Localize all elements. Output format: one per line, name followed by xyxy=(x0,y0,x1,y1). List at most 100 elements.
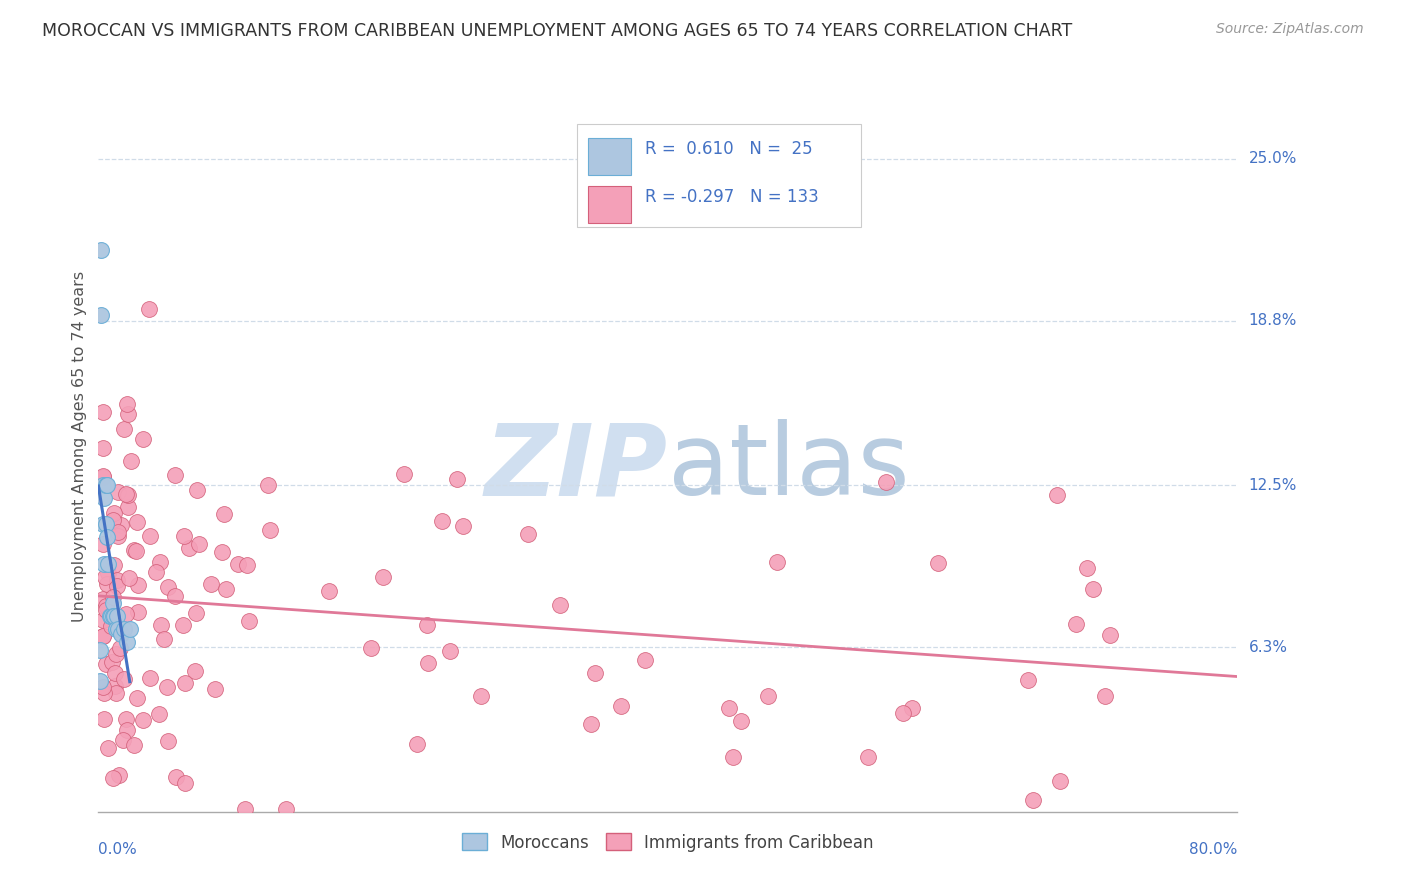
Point xyxy=(276,802,298,816)
Point xyxy=(259,523,281,537)
Text: 25.0%: 25.0% xyxy=(1249,151,1296,166)
Point xyxy=(91,613,114,627)
Point xyxy=(101,596,124,610)
Point xyxy=(117,488,139,502)
Point xyxy=(583,665,606,680)
Point xyxy=(257,478,280,492)
Text: ZIP: ZIP xyxy=(485,419,668,516)
Point xyxy=(100,608,122,623)
Point xyxy=(174,676,197,690)
Point xyxy=(105,608,128,623)
Point xyxy=(103,666,125,681)
Point xyxy=(200,577,222,591)
Point xyxy=(97,566,120,580)
Point xyxy=(91,680,114,694)
Point xyxy=(98,608,121,623)
Text: 18.8%: 18.8% xyxy=(1249,313,1296,328)
Point xyxy=(416,656,439,670)
Point xyxy=(157,733,180,747)
Point xyxy=(177,541,200,556)
Point xyxy=(91,478,114,492)
Point xyxy=(91,468,114,483)
Text: Source: ZipAtlas.com: Source: ZipAtlas.com xyxy=(1216,22,1364,37)
Point xyxy=(184,664,207,678)
Point xyxy=(149,555,172,569)
Point xyxy=(730,714,752,729)
Point xyxy=(89,642,111,657)
Point xyxy=(875,475,897,489)
Text: 12.5%: 12.5% xyxy=(1249,478,1296,492)
Point xyxy=(634,653,657,667)
Point xyxy=(107,484,129,499)
Point xyxy=(124,544,146,558)
Text: MOROCCAN VS IMMIGRANTS FROM CARIBBEAN UNEMPLOYMENT AMONG AGES 65 TO 74 YEARS COR: MOROCCAN VS IMMIGRANTS FROM CARIBBEAN UN… xyxy=(42,22,1073,40)
Point xyxy=(91,441,114,455)
Point xyxy=(1022,793,1045,807)
Point xyxy=(1098,628,1121,642)
Point xyxy=(96,603,118,617)
Point xyxy=(93,557,115,571)
Point xyxy=(103,506,125,520)
Point xyxy=(93,712,115,726)
Point xyxy=(891,706,914,720)
Point xyxy=(94,599,117,613)
Point xyxy=(188,537,211,551)
Legend: Moroccans, Immigrants from Caribbean: Moroccans, Immigrants from Caribbean xyxy=(456,827,880,858)
Point xyxy=(94,478,117,492)
Point xyxy=(124,542,146,557)
Point xyxy=(145,565,167,579)
Point xyxy=(101,655,124,669)
Point xyxy=(212,508,235,522)
Point xyxy=(150,617,173,632)
Text: 6.3%: 6.3% xyxy=(1249,640,1288,655)
Point xyxy=(122,738,145,752)
Point xyxy=(112,622,135,636)
Point xyxy=(416,618,439,632)
Point xyxy=(101,608,124,623)
Point xyxy=(1081,582,1104,596)
Point xyxy=(105,573,128,587)
Point xyxy=(609,698,631,713)
Point xyxy=(360,641,382,656)
Point xyxy=(1094,689,1116,703)
Point xyxy=(100,619,122,633)
Point xyxy=(172,617,194,632)
Point xyxy=(238,615,260,629)
Point xyxy=(186,606,208,620)
Point xyxy=(156,680,179,694)
Point xyxy=(107,767,129,781)
Point xyxy=(127,516,149,530)
Point xyxy=(233,802,256,816)
Point xyxy=(112,422,135,436)
Point xyxy=(211,545,233,559)
Point xyxy=(117,407,139,421)
Point xyxy=(718,701,741,715)
Point xyxy=(132,432,155,446)
Point xyxy=(97,557,120,571)
Point xyxy=(93,491,115,506)
Point xyxy=(110,625,132,640)
Point xyxy=(1049,774,1071,789)
Point xyxy=(117,571,139,585)
Point xyxy=(110,517,132,532)
Point xyxy=(856,749,879,764)
Text: atlas: atlas xyxy=(668,419,910,516)
Point xyxy=(105,579,128,593)
Point xyxy=(127,606,149,620)
Point xyxy=(215,582,238,597)
Point xyxy=(115,635,138,649)
Point xyxy=(108,640,131,655)
FancyBboxPatch shape xyxy=(588,138,631,175)
Point xyxy=(96,478,118,492)
Point xyxy=(91,517,114,532)
Point xyxy=(204,682,226,697)
Point xyxy=(90,243,112,257)
Point xyxy=(120,454,142,468)
Point xyxy=(165,589,187,603)
Point xyxy=(1046,488,1069,502)
Point xyxy=(148,707,170,722)
Text: R =  0.610   N =  25: R = 0.610 N = 25 xyxy=(645,140,813,158)
Point xyxy=(107,622,129,636)
FancyBboxPatch shape xyxy=(588,186,631,223)
Point xyxy=(127,578,149,592)
